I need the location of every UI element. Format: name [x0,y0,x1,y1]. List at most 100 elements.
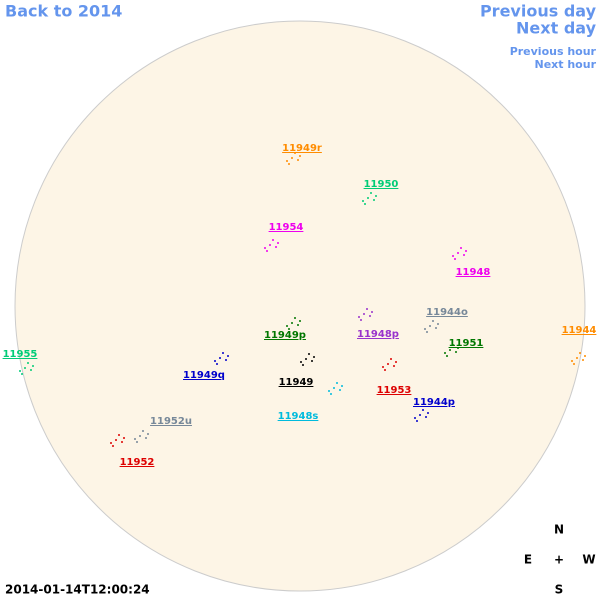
sunspot [446,355,448,357]
sunspot [414,417,416,419]
region-label[interactable]: 11949q [183,370,225,381]
previous-day-link[interactable]: Previous day [480,2,597,21]
sunspot [147,433,149,435]
sunspot [142,430,144,432]
region-label[interactable]: 11955 [3,349,38,360]
sunspot [571,360,573,362]
sunspot [294,152,296,154]
sunspot [444,352,446,354]
sunspot [457,252,459,254]
compass-west: W [582,553,595,567]
region-label[interactable]: 11948 [456,267,491,278]
sunspot [341,385,343,387]
sunspot [21,373,23,375]
sunspot [32,365,34,367]
solar-disk [14,20,586,592]
sunspot [299,155,301,157]
sunspot [362,200,364,202]
sunspot [214,360,216,362]
sunspot [121,441,123,443]
sunspot [454,258,456,260]
sunspot [24,367,26,369]
sunspot [277,242,279,244]
sunspot [219,357,221,359]
sunspot [576,357,578,359]
sunspot [330,393,332,395]
sunspot [286,325,288,327]
sunspot [465,250,467,252]
sunspot [115,439,117,441]
next-hour-link[interactable]: Next hour [535,58,597,71]
sunspot [336,382,338,384]
sunspot [339,389,341,391]
sunspot [373,199,375,201]
region-label[interactable]: 11950 [364,179,399,190]
sunspot [384,369,386,371]
region-label[interactable]: 11949p [264,330,306,341]
region-label[interactable]: 11954 [269,222,304,233]
region-label[interactable]: 11944o [426,307,468,318]
sunspot [299,320,301,322]
sunspot [313,356,315,358]
region-label[interactable]: 11944p [413,397,455,408]
sunspot [366,308,368,310]
sunspot [291,157,293,159]
next-day-link[interactable]: Next day [516,19,597,38]
sunspot [426,331,428,333]
sunspot [369,315,371,317]
sunspot [118,434,120,436]
sunspot [222,352,224,354]
sunspot [371,311,373,313]
sunspot [387,363,389,365]
sunspot [291,322,293,324]
region-label[interactable]: 11953 [377,385,412,396]
sunspot [463,254,465,256]
sunspot [375,195,377,197]
sunspot [382,366,384,368]
sunspot [112,445,114,447]
region-label[interactable]: 11952 [120,457,155,468]
sunspot [360,319,362,321]
sunspot [363,313,365,315]
sunspot [288,328,290,330]
sunspot [225,359,227,361]
sunspot [294,317,296,319]
sunspot [457,347,459,349]
region-label[interactable]: 11952u [150,416,192,427]
region-label[interactable]: 11951 [449,338,484,349]
region-label[interactable]: 11948p [357,329,399,340]
sunspot [123,437,125,439]
sunspot [286,160,288,162]
sunspot [393,365,395,367]
sunspot [134,438,136,440]
compass-east: E [524,553,532,567]
region-label[interactable]: 11944 [562,325,597,336]
sunspot [364,203,366,205]
region-label[interactable]: 11949 [279,377,314,388]
timestamp: 2014-01-14T12:00:24 [5,583,150,597]
sunspot [300,361,302,363]
sunspot [427,412,429,414]
sunspot [437,323,439,325]
compass-south: S [555,583,564,597]
sunspot [266,250,268,252]
sunspot [395,361,397,363]
sunspot [460,247,462,249]
sunspot [584,355,586,357]
region-label[interactable]: 11949r [282,143,322,154]
sunspot [139,435,141,437]
compass-north: N [554,523,564,537]
sunspot [422,409,424,411]
region-label[interactable]: 11948s [278,411,319,422]
sunspot [216,363,218,365]
sunspot [429,325,431,327]
sunspot [305,358,307,360]
sunspot [367,197,369,199]
sunspot [269,244,271,246]
sunspot [30,369,32,371]
back-link[interactable]: Back to 2014 [5,2,122,21]
previous-hour-link[interactable]: Previous hour [510,45,597,58]
compass-center: + [554,553,564,567]
sunspot [424,328,426,330]
